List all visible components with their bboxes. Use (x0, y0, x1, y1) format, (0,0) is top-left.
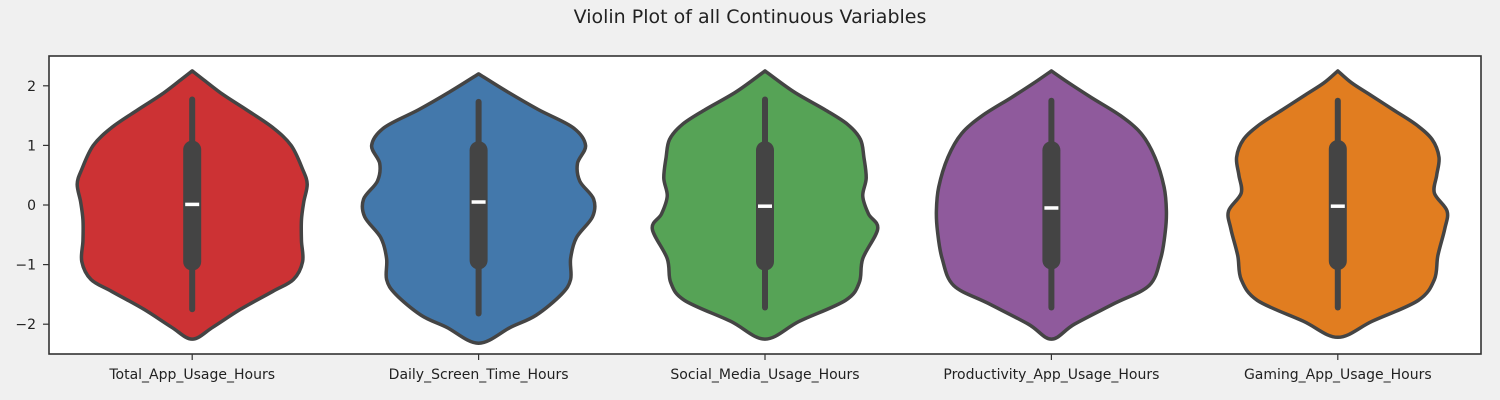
x-tick-label: Social_Media_Usage_Hours (670, 367, 859, 383)
y-tick-label: −2 (15, 317, 36, 333)
x-tick-label: Daily_Screen_Time_Hours (389, 367, 569, 383)
y-axis: 2 1 0 −1 −2 (15, 79, 49, 333)
violin-group (75, 69, 309, 341)
violin-group (360, 72, 597, 346)
x-tick-label: Gaming_App_Usage_Hours (1244, 367, 1432, 383)
y-tick-label: 0 (27, 198, 36, 214)
y-tick-label: −1 (15, 258, 36, 274)
x-axis: Total_App_Usage_Hours Daily_Screen_Time_H… (108, 354, 1432, 383)
violin-group (1226, 69, 1450, 340)
x-tick-label: Total_App_Usage_Hours (108, 367, 275, 383)
y-tick-label: 1 (27, 138, 36, 154)
violins (75, 69, 1450, 346)
x-tick-label: Productivity_App_Usage_Hours (943, 367, 1159, 383)
violin-group (650, 69, 880, 341)
chart-title: Violin Plot of all Continuous Variables (574, 6, 927, 28)
y-tick-label: 2 (27, 79, 36, 95)
violin-group (934, 69, 1169, 341)
